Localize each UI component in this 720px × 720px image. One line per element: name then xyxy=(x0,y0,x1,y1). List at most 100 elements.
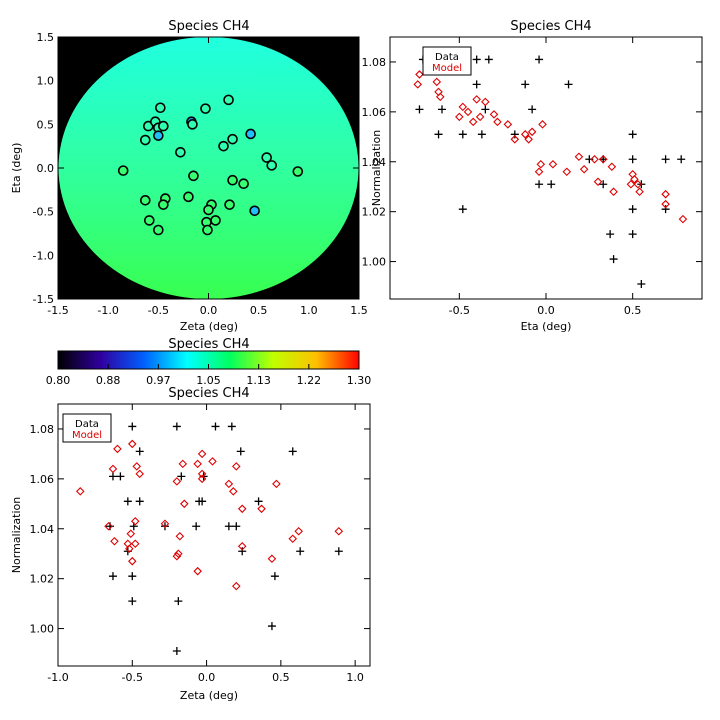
zeta-scatter-model-point xyxy=(237,541,247,551)
eta-scatter-xtick-label: 0.0 xyxy=(537,304,555,317)
sky-map-point xyxy=(227,133,238,145)
zeta-scatter-data-point xyxy=(108,472,117,481)
zeta-scatter-data-point xyxy=(128,422,137,431)
zeta-legend-box xyxy=(62,413,112,443)
zeta-scatter-data-point xyxy=(254,497,263,506)
sky-map-axes: -1.5 -1.0 -0.5 0.0 0.5 1.0 1.5 -1.5 -1.0 -0.5 0.0 0… xyxy=(33,31,368,317)
eta-scatter-model-point xyxy=(661,189,670,199)
eta-scatter-data-point xyxy=(677,155,686,164)
zeta-scatter-ytick-label: 1.08 xyxy=(30,423,55,436)
zeta-scatter-xtick-label: 0.5 xyxy=(272,671,290,684)
eta-scatter-model-point xyxy=(562,167,572,177)
zeta-scatter-data-point xyxy=(116,472,125,481)
eta-scatter-model-point xyxy=(598,154,608,164)
sky-map-point xyxy=(144,215,155,226)
sky-map-point xyxy=(238,178,249,190)
colorbar-ticks: 0.80 0.88 0.97 1.05 1.13 1.22 1.30 xyxy=(46,364,372,387)
eta-scatter-data-point xyxy=(628,130,637,139)
sky-map-point xyxy=(153,130,164,141)
eta-scatter-xlabel: Eta (deg) xyxy=(521,320,572,333)
eta-scatter-model-point xyxy=(413,80,423,89)
eta-scatter-model-point xyxy=(458,102,468,112)
eta-scatter-model-point xyxy=(503,120,513,129)
eta-scatter-model-point xyxy=(630,174,639,184)
zeta-scatter-data-point xyxy=(172,647,181,656)
eta-scatter-model-point xyxy=(493,117,502,127)
zeta-scatter-data-point xyxy=(160,522,169,531)
zeta-scatter-data-point xyxy=(232,522,241,531)
sky-map-xtick-label: 1.0 xyxy=(300,304,318,317)
sky-map-ylabel: Eta (deg) xyxy=(10,143,23,194)
eta-scatter-model-point xyxy=(635,187,644,196)
sky-map-ytick-label: -0.5 xyxy=(33,206,54,219)
eta-scatter-model-point xyxy=(435,92,445,102)
zeta-scatter-data-point xyxy=(296,547,305,556)
zeta-scatter-legend: Data Model xyxy=(62,413,112,443)
zeta-scatter-xtick-label: 0.0 xyxy=(198,671,216,684)
zeta-scatter-model-point xyxy=(193,459,202,469)
zeta-scatter-data-point xyxy=(236,447,245,456)
sky-map-point xyxy=(245,128,256,140)
zeta-scatter-points xyxy=(76,422,344,656)
zeta-scatter-ytick-label: 1.04 xyxy=(30,523,55,536)
eta-scatter-model-point xyxy=(463,107,473,117)
zeta-scatter-data-point xyxy=(270,572,279,581)
sky-map-xtick-label: -1.5 xyxy=(47,304,68,317)
zeta-scatter-model-point xyxy=(237,504,247,514)
eta-scatter-data-point xyxy=(484,55,493,64)
eta-scatter-model-point xyxy=(609,187,618,196)
eta-legend-data: Data xyxy=(435,52,459,63)
zeta-scatter-model-point xyxy=(172,551,182,561)
eta-scatter-model-point xyxy=(489,110,499,119)
zeta-scatter-xtick-label: -1.0 xyxy=(47,671,68,684)
colorbar-tick-label: 1.22 xyxy=(297,374,322,387)
zeta-scatter-model-point xyxy=(294,526,303,536)
eta-scatter-model-point xyxy=(524,135,533,144)
zeta-scatter-data-point xyxy=(267,622,276,631)
sky-map-xtick-label: 0.0 xyxy=(200,304,218,317)
eta-scatter-ylabel: Normalization xyxy=(370,130,383,206)
zeta-scatter-data-point xyxy=(224,522,233,531)
eta-scatter-title: Species CH4 xyxy=(510,19,591,34)
eta-legend-model: Model xyxy=(432,63,462,74)
zeta-scatter-xlabel: Zeta (deg) xyxy=(180,689,238,702)
eta-scatter-model-point xyxy=(590,154,599,164)
colorbar-title: Species CH4 xyxy=(168,337,249,352)
zeta-scatter-panel: Species CH4 -1.0 -0.5 0.0 0.5 1.0 1.00 1.02 1.0… xyxy=(10,386,371,702)
zeta-scatter-data-point xyxy=(128,572,137,581)
sky-map-ytick-label: 0.5 xyxy=(37,118,55,131)
eta-scatter-model-point xyxy=(579,164,589,174)
zeta-scatter-model-point xyxy=(132,462,142,471)
sky-map-points xyxy=(117,94,304,236)
eta-scatter-data-point xyxy=(547,180,556,189)
eta-scatter-model-point xyxy=(527,127,537,137)
sky-map-point xyxy=(223,94,234,106)
eta-scatter-model-point xyxy=(574,152,584,162)
eta-scatter-data-point xyxy=(415,105,424,114)
sky-map-point xyxy=(158,120,169,132)
zeta-scatter-model-point xyxy=(193,566,202,576)
sky-map-point xyxy=(155,102,166,114)
zeta-scatter-data-point xyxy=(177,472,186,481)
sky-map-xtick-label: -0.5 xyxy=(148,304,169,317)
eta-scatter-data-point xyxy=(599,180,608,189)
zeta-scatter-ytick-label: 1.06 xyxy=(30,473,55,486)
eta-scatter-data-point xyxy=(599,155,608,164)
zeta-scatter-data-point xyxy=(227,422,236,431)
sky-map-ytick-label: -1.0 xyxy=(33,249,54,262)
sky-map-point xyxy=(139,195,151,206)
eta-scatter-model-point xyxy=(626,179,636,189)
sky-map-point xyxy=(139,134,151,146)
zeta-scatter-data-point xyxy=(211,422,220,431)
eta-scatter-data-point xyxy=(434,130,443,139)
zeta-scatter-model-point xyxy=(232,581,241,591)
sky-map-ytick-label: 1.5 xyxy=(37,31,55,44)
colorbar-tick-label: 1.30 xyxy=(347,374,372,387)
eta-scatter-data-point xyxy=(628,205,637,214)
zeta-scatter-model-point xyxy=(180,499,189,509)
sky-map-point xyxy=(187,119,198,130)
eta-scatter-data-point xyxy=(477,130,486,139)
sky-map-point xyxy=(224,199,235,210)
eta-scatter-data-point xyxy=(606,230,615,239)
zeta-scatter-model-point xyxy=(174,549,183,558)
